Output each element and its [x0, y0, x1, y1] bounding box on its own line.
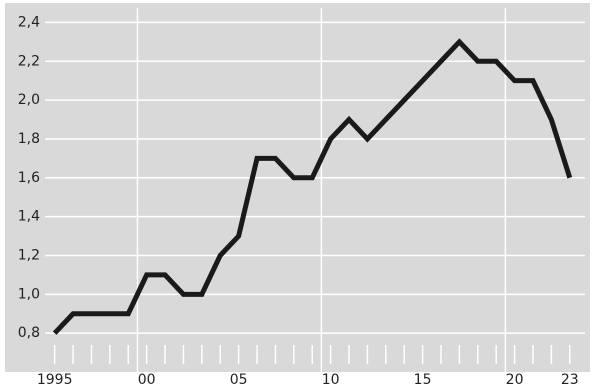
x-tick-label: 10	[322, 372, 340, 388]
x-tick-label: 1995	[37, 372, 73, 388]
y-tick-label: 1,2	[18, 247, 40, 263]
y-tick-label: 1,8	[18, 131, 40, 147]
y-tick-label: 2,0	[18, 92, 40, 108]
x-tick-label: 05	[230, 372, 248, 388]
y-tick-label: 1,4	[18, 209, 40, 225]
y-tick-label: 1,6	[18, 170, 40, 186]
x-tick-label: 23	[561, 372, 579, 388]
data-line	[52, 38, 573, 335]
x-tick-label: 15	[414, 372, 432, 388]
y-tick-label: 2,2	[18, 53, 40, 69]
x-tick-label: 00	[138, 372, 156, 388]
plot-background	[5, 3, 590, 372]
y-tick-label: 2,4	[18, 14, 40, 30]
y-tick-label: 0,8	[18, 325, 40, 341]
y-tick-label: 1,0	[18, 286, 40, 302]
x-tick-label: 20	[506, 372, 524, 388]
